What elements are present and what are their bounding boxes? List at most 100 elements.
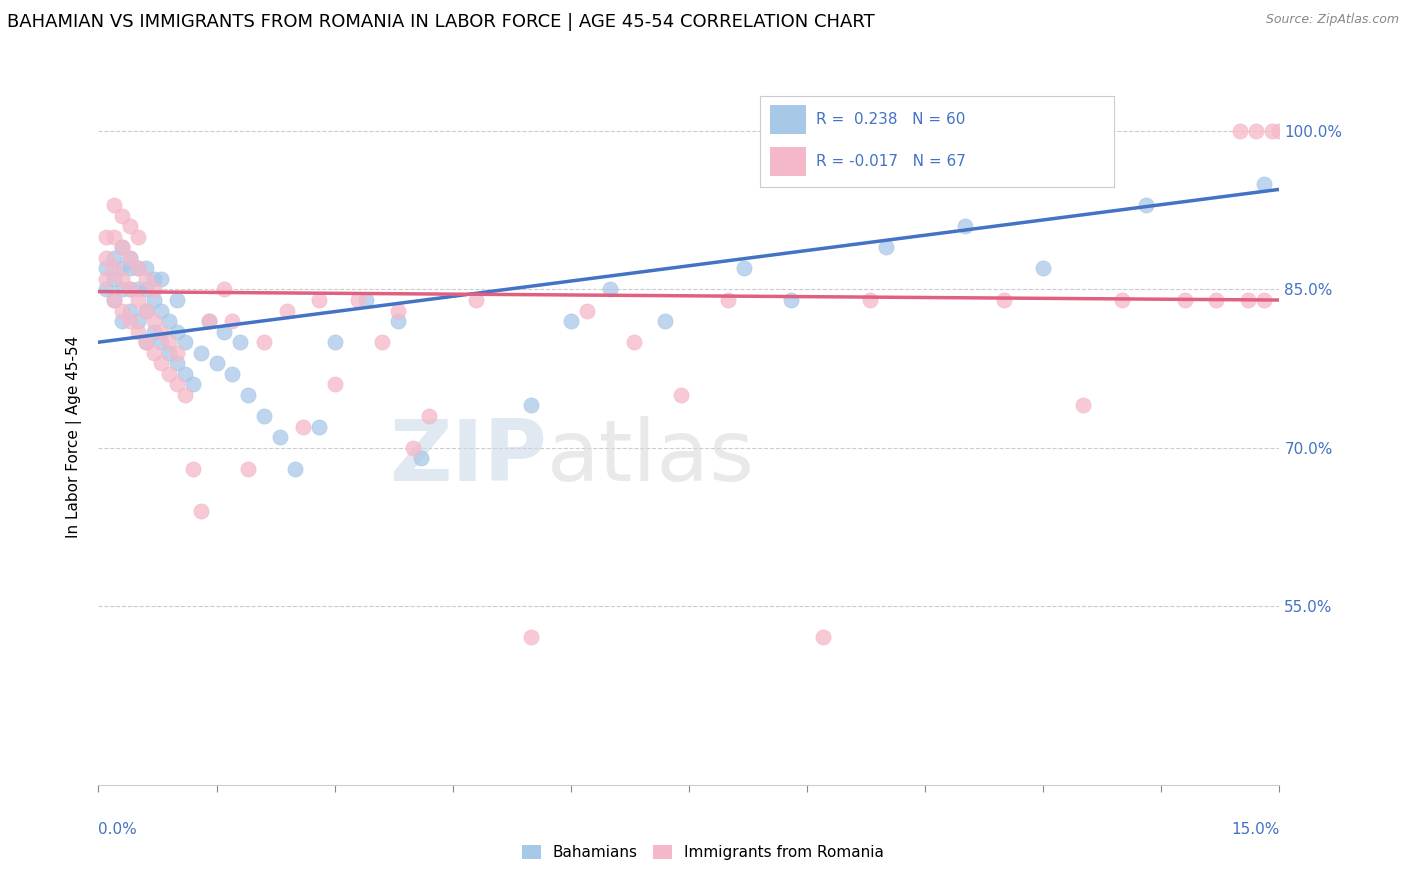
Text: ZIP: ZIP [389, 417, 547, 500]
Point [111, 240, 134, 254]
Point [127, 293, 149, 307]
Point [103, 293, 125, 307]
Point [157, 367, 180, 381]
Point [111, 283, 134, 297]
Point [1253, 177, 1275, 191]
Point [654, 314, 676, 328]
Legend: Bahamians, Immigrants from Romania: Bahamians, Immigrants from Romania [516, 839, 890, 866]
Point [560, 314, 582, 328]
Point [1253, 293, 1275, 307]
Point [520, 631, 543, 645]
Point [623, 335, 645, 350]
Point [323, 377, 346, 392]
Point [205, 356, 228, 370]
Point [354, 293, 377, 307]
Point [103, 198, 125, 212]
Point [387, 303, 409, 318]
Point [520, 399, 543, 413]
Point [103, 229, 125, 244]
Point [347, 293, 370, 307]
Point [96, 272, 118, 286]
Point [127, 314, 149, 328]
Point [181, 377, 204, 392]
Point [308, 293, 330, 307]
Point [253, 335, 276, 350]
Point [197, 314, 219, 328]
Point [1032, 261, 1054, 276]
Point [118, 283, 141, 297]
Point [103, 261, 125, 276]
Text: BAHAMIAN VS IMMIGRANTS FROM ROMANIA IN LABOR FORCE | AGE 45-54 CORRELATION CHART: BAHAMIAN VS IMMIGRANTS FROM ROMANIA IN L… [7, 13, 875, 31]
Point [174, 367, 197, 381]
Point [127, 261, 149, 276]
Point [103, 251, 125, 265]
Point [214, 283, 236, 297]
Point [1268, 124, 1291, 138]
Point [197, 314, 219, 328]
Point [1244, 124, 1267, 138]
Text: 0.0%: 0.0% [98, 822, 138, 837]
Point [135, 335, 157, 350]
Point [118, 219, 141, 234]
Point [127, 261, 149, 276]
Point [190, 504, 212, 518]
Point [166, 293, 188, 307]
Point [111, 240, 134, 254]
Point [411, 451, 433, 466]
Point [111, 314, 134, 328]
Point [135, 283, 157, 297]
Point [221, 314, 243, 328]
Point [387, 314, 409, 328]
Point [118, 303, 141, 318]
Point [993, 293, 1015, 307]
Point [166, 325, 188, 339]
Point [575, 303, 598, 318]
Point [135, 303, 157, 318]
Point [157, 314, 180, 328]
Point [418, 409, 440, 423]
Point [811, 631, 834, 645]
Point [1174, 293, 1197, 307]
Point [118, 314, 141, 328]
Point [142, 345, 165, 359]
Point [1237, 293, 1260, 307]
Point [96, 251, 118, 265]
Point [127, 229, 149, 244]
Point [166, 356, 188, 370]
Point [127, 325, 149, 339]
Point [190, 345, 212, 359]
Point [150, 272, 173, 286]
Point [103, 293, 125, 307]
Point [236, 388, 259, 402]
Point [157, 335, 180, 350]
Point [733, 261, 755, 276]
Point [402, 441, 425, 455]
Point [111, 209, 134, 223]
Point [229, 335, 252, 350]
Point [323, 335, 346, 350]
Point [1205, 293, 1227, 307]
Point [371, 335, 394, 350]
Point [669, 388, 692, 402]
Text: Source: ZipAtlas.com: Source: ZipAtlas.com [1265, 13, 1399, 27]
Point [157, 345, 180, 359]
Point [1229, 124, 1251, 138]
Y-axis label: In Labor Force | Age 45-54: In Labor Force | Age 45-54 [66, 336, 83, 538]
Point [127, 283, 149, 297]
Point [96, 229, 118, 244]
Point [174, 335, 197, 350]
Point [292, 419, 315, 434]
Point [118, 261, 141, 276]
Point [111, 303, 134, 318]
Point [150, 356, 173, 370]
Point [174, 388, 197, 402]
Text: 15.0%: 15.0% [1232, 822, 1279, 837]
Point [875, 240, 897, 254]
Point [135, 335, 157, 350]
Point [284, 461, 307, 475]
Point [135, 272, 157, 286]
Point [269, 430, 291, 444]
Point [166, 377, 188, 392]
Point [111, 261, 134, 276]
Point [308, 419, 330, 434]
